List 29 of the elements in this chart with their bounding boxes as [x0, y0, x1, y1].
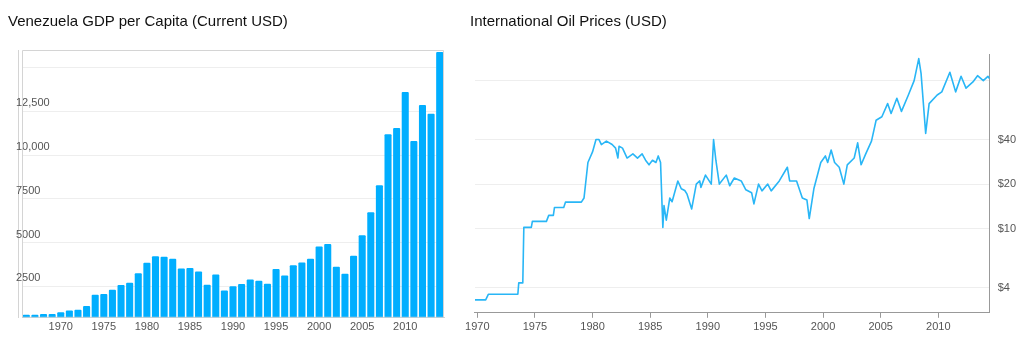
x-tick-label: 1975 [91, 320, 117, 333]
x-tick-label: 1970 [48, 320, 73, 333]
x-tick-label: 1970 [465, 320, 490, 333]
x-tick-label: 2010 [926, 320, 951, 333]
x-tick-label: 1980 [580, 320, 605, 333]
x-tick-label: 2000 [810, 320, 836, 333]
y2-tick-label: $4 [997, 280, 1010, 293]
x-tick-label: 1985 [637, 320, 663, 333]
y-tick-label: 2500 [16, 271, 41, 284]
x-tick-label: 1995 [753, 320, 778, 333]
x-tick-label: 1995 [263, 320, 289, 333]
x-tick-label: 2005 [349, 320, 375, 333]
y2-tick-label: $10 [997, 221, 1017, 234]
chart-title: International Oil Prices (USD) [470, 12, 667, 29]
y-tick-label: 12,500 [16, 96, 50, 109]
x-tick-label: 1990 [220, 320, 246, 333]
x-tick-label: 2010 [393, 320, 418, 333]
x-tick-label: 2005 [868, 320, 893, 333]
chart-title: Venezuela GDP per Capita (Current USD) [8, 12, 288, 29]
x-tick-label: 1980 [134, 320, 160, 333]
y-tick-label: 7500 [16, 183, 41, 196]
x-tick-label: 1990 [695, 320, 721, 333]
x-tick-label: 1985 [177, 320, 203, 333]
y2-tick-label: $20 [997, 177, 1017, 190]
x-tick-label: 2000 [306, 320, 332, 333]
y-tick-label: 10,000 [16, 140, 50, 153]
x-tick-label: 1975 [522, 320, 548, 333]
y2-tick-label: $40 [997, 132, 1017, 145]
y-tick-label: 5000 [16, 227, 41, 240]
